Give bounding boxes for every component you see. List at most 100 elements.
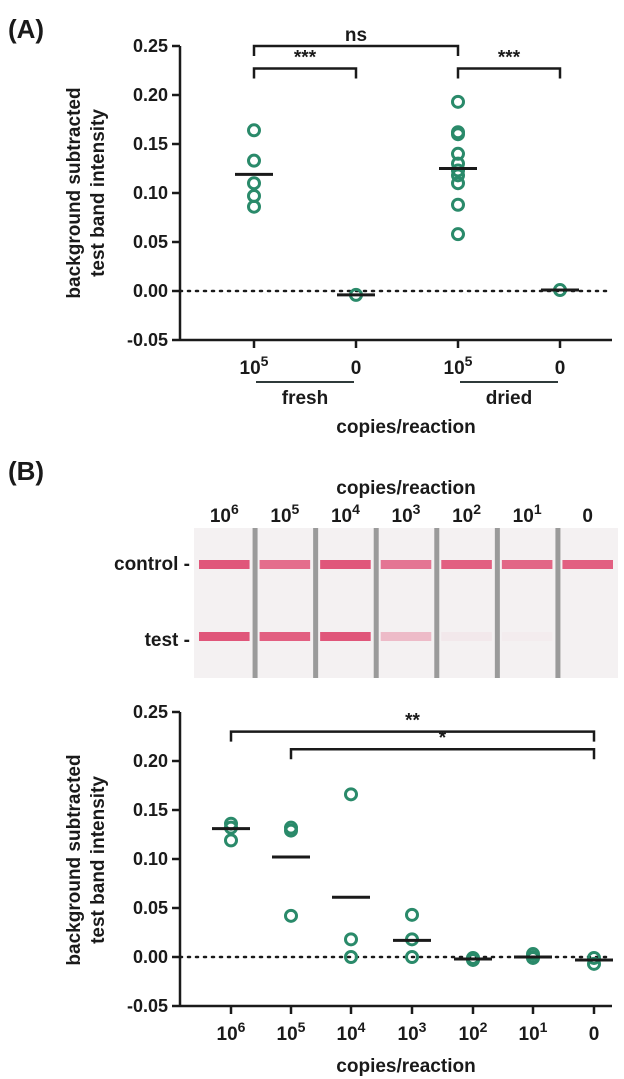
- panel-b-x-tick-label-exponent: 3: [419, 1019, 427, 1035]
- test-band: [441, 632, 492, 641]
- panel-a-x-tick-label-base: 10: [444, 358, 465, 379]
- panel-b-data-point: [344, 950, 358, 964]
- panel-a-ylabel-line2: test band intensity: [88, 109, 109, 277]
- panel-a-data-point: [247, 176, 261, 191]
- strip-row-label-control: control -: [114, 554, 190, 575]
- strip-lane-label-exponent: 4: [352, 501, 360, 517]
- panel-a-data-point: [247, 153, 261, 168]
- panel-b-data-point: [284, 823, 298, 838]
- strip-lane-label-exponent: 1: [534, 501, 542, 517]
- panel-a-x-tick-label-exponent: 5: [465, 353, 473, 369]
- panel-a-data-point: [451, 227, 465, 242]
- panel-b-y-tick-label: 0.20: [133, 751, 168, 771]
- control-band: [562, 560, 613, 569]
- panel-b-xlabel: copies/reaction: [336, 1056, 475, 1077]
- panel-a-significance-bracket: [252, 44, 460, 56]
- strip-lane-label-base: 10: [210, 506, 231, 527]
- panel-b-data-point: [344, 787, 358, 802]
- panel-b-y-tick-label: 0.15: [133, 800, 168, 820]
- panel-a-significance-bracket: [456, 67, 562, 79]
- panel-b-x-tick-label-base: 10: [217, 1024, 238, 1045]
- panel-b-label: (B): [8, 456, 44, 486]
- panel-a-data-point: [247, 123, 261, 138]
- condition-label-dried: dried: [486, 388, 532, 409]
- panel-b-data-point: [587, 950, 601, 965]
- panel-a-data-point: [247, 199, 261, 214]
- strip-lane-label: 106: [210, 501, 239, 527]
- panel-a-x-tick-label-base: 0: [555, 358, 566, 379]
- strip-lane-label-exponent: 5: [292, 501, 300, 517]
- panel-b-x-tick-label: 106: [217, 1019, 246, 1045]
- panel-b-y-tick-label: 0.05: [133, 898, 168, 918]
- panel-b-x-tick-label-exponent: 1: [540, 1019, 548, 1035]
- panel-b-x-tick-label-base: 10: [398, 1024, 419, 1045]
- lateral-flow-strip-image: 106 105 104 103 102 101 0: [194, 501, 618, 678]
- panel-b-y-tick-label: 0.25: [133, 702, 168, 722]
- test-band: [199, 632, 250, 641]
- panel-a-x-tick-label: 0: [555, 358, 566, 379]
- test-band: [320, 632, 371, 641]
- test-band: [380, 632, 432, 641]
- panel-b-significance-bracket: [229, 730, 596, 742]
- strip-lane-label: 103: [392, 501, 421, 527]
- panel-b-y-tick-label: -0.05: [127, 996, 168, 1016]
- strip-lane-label-exponent: 6: [231, 501, 239, 517]
- panel-b-y-tick-label: 0.10: [133, 849, 168, 869]
- panel-a-y-tick-label: 0.25: [133, 36, 168, 56]
- strip-lane-label-exponent: 2: [473, 501, 481, 517]
- strip-lane-label: 102: [452, 501, 481, 527]
- test-band: [502, 632, 553, 641]
- test-band: [259, 632, 311, 641]
- panel-a-x-tick-label-exponent: 5: [261, 353, 269, 369]
- panel-b-ylabel-line2: test band intensity: [88, 776, 109, 944]
- strip-lane-label: 0: [582, 506, 593, 527]
- panel-b-significance-bracket: [289, 747, 596, 760]
- strip-divider: [494, 528, 500, 678]
- strip-divider: [252, 528, 258, 678]
- strip-lane-label-base: 10: [270, 506, 291, 527]
- strip-lane-label-base: 10: [331, 506, 352, 527]
- panel-a-x-tick-label-base: 0: [351, 358, 362, 379]
- panel-a-xlabel: copies/reaction: [336, 417, 475, 438]
- panel-a-label: (A): [8, 14, 44, 44]
- panel-b-x-tick-label: 0: [589, 1024, 600, 1045]
- panel-a-y-tick-label: -0.05: [127, 330, 168, 350]
- strip-background: [194, 528, 618, 678]
- panel-a-y-tick-label: 0.05: [133, 232, 168, 252]
- panel-b-x-tick-label: 101: [519, 1019, 548, 1045]
- panel-a-significance-label: ***: [498, 48, 521, 69]
- control-band: [259, 560, 311, 569]
- panel-a-data-point: [451, 163, 465, 178]
- panel-b-x-tick-label-exponent: 6: [238, 1019, 246, 1035]
- panel-a-data-point: [451, 197, 465, 212]
- panel-b-data-point: [405, 950, 419, 964]
- control-band: [199, 560, 250, 569]
- panel-b-x-tick-label: 104: [337, 1019, 366, 1045]
- panel-a-x-tick-label: 0: [351, 358, 362, 379]
- strip-lane-label: 101: [513, 501, 542, 527]
- panel-a-data-point: [451, 176, 465, 191]
- panel-a-y-tick-label: 0.10: [133, 183, 168, 203]
- panel-b-data-point: [284, 908, 298, 923]
- control-band: [320, 560, 371, 569]
- panel-b-x-tick-label: 103: [398, 1019, 427, 1045]
- control-band: [441, 560, 492, 569]
- panel-b-x-tick-label-exponent: 5: [298, 1019, 306, 1035]
- panel-a-y-tick-label: 0.00: [133, 281, 168, 301]
- panel-a-data-point: [451, 127, 465, 142]
- panel-b-data-point: [405, 907, 419, 922]
- panel-b-x-tick-label: 105: [277, 1019, 306, 1045]
- panel-b-significance-label: **: [405, 711, 420, 732]
- panel-a-significance-label: ns: [345, 25, 367, 46]
- strip-lane-label: 105: [270, 501, 299, 527]
- panel-b-x-tick-label-exponent: 4: [358, 1019, 366, 1035]
- strip-divider: [555, 528, 561, 678]
- panel-b-x-tick-label-base: 0: [589, 1024, 600, 1045]
- panel-b-x-tick-label-base: 10: [519, 1024, 540, 1045]
- strip-lane-label-base: 10: [452, 506, 473, 527]
- panel-b-data-point: [224, 833, 238, 848]
- panel-b-data-point: [587, 956, 601, 971]
